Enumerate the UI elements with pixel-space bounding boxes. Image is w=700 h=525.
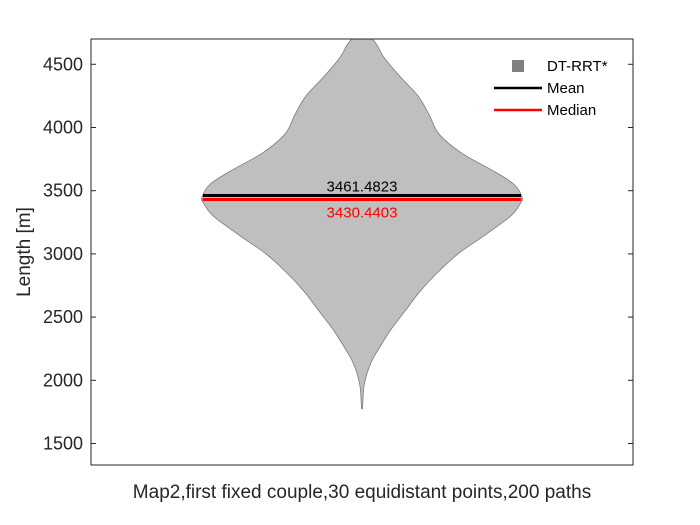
legend-label-dt-rrt: DT-RRT* <box>547 58 608 75</box>
legend-label-mean: Mean <box>547 80 585 97</box>
y-axis-label: Length [m] <box>14 207 35 297</box>
y-tick-label: 4000 <box>43 117 83 137</box>
y-tick-label: 2000 <box>43 370 83 390</box>
legend-marker-dt-rrt <box>512 60 524 72</box>
mean-value-label: 3461.4823 <box>327 179 398 196</box>
legend-label-median: Median <box>547 102 596 119</box>
legend: DT-RRT* Mean Median <box>494 58 608 119</box>
x-axis-label: Map2,first fixed couple,30 equidistant p… <box>133 482 591 503</box>
median-value-label: 3430.4403 <box>327 204 398 221</box>
y-tick-label: 3000 <box>43 244 83 264</box>
plot-frame <box>90 38 634 466</box>
y-tick-label: 3500 <box>43 181 83 201</box>
y-tick-label: 1500 <box>43 434 83 454</box>
y-tick-label: 4500 <box>43 54 83 74</box>
y-tick-label: 2500 <box>43 307 83 327</box>
violin-body-dt-rrt <box>201 39 523 410</box>
